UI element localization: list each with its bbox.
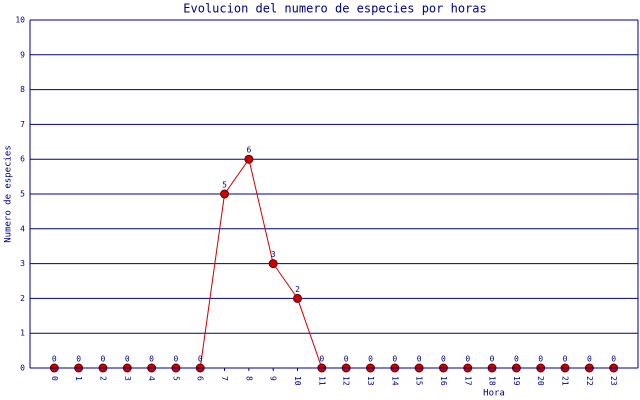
x-tick-label: 9	[269, 376, 278, 381]
data-label: 0	[174, 355, 179, 364]
x-tick-label: 0	[50, 376, 59, 381]
x-tick-label: 18	[488, 376, 497, 386]
data-label: 0	[392, 355, 397, 364]
point	[220, 189, 230, 199]
point	[293, 293, 303, 303]
y-tick-label: 1	[20, 329, 25, 338]
x-tick-label: 23	[609, 376, 618, 386]
data-label: 0	[149, 355, 154, 364]
data-label: 0	[514, 355, 519, 364]
x-tick-label: 10	[293, 376, 302, 386]
y-tick-label: 6	[20, 155, 25, 164]
data-label: 0	[490, 355, 495, 364]
x-axis-label: Hora	[483, 389, 505, 399]
y-tick-label: 0	[20, 364, 25, 373]
x-tick-label: 22	[585, 376, 594, 386]
data-label: 0	[52, 355, 57, 364]
data-label: 0	[417, 355, 422, 364]
data-label: 0	[538, 355, 543, 364]
point	[244, 154, 254, 164]
y-tick-label: 8	[20, 85, 25, 94]
data-label: 0	[563, 355, 568, 364]
data-label: 0	[101, 355, 106, 364]
data-label: 0	[125, 355, 130, 364]
x-tick-label: 19	[512, 376, 521, 386]
data-label: 0	[368, 355, 373, 364]
data-label: 0	[319, 355, 324, 364]
x-tick-label: 20	[536, 376, 545, 386]
x-tick-label: 8	[244, 376, 253, 381]
y-tick-label: 2	[20, 294, 25, 303]
x-tick-label: 4	[147, 376, 156, 381]
x-tick-label: 17	[463, 376, 472, 386]
x-tick-label: 15	[415, 376, 424, 386]
y-tick-label: 9	[20, 50, 25, 59]
data-label: 0	[76, 355, 81, 364]
y-tick-label: 3	[20, 259, 25, 268]
x-tick-label: 21	[561, 376, 570, 386]
y-axis-label: Numero de especies	[4, 145, 14, 243]
x-tick-label: 14	[390, 376, 399, 386]
x-tick-label: 1	[74, 376, 83, 381]
x-tick-label: 3	[123, 376, 132, 381]
x-tick-label: 5	[171, 376, 180, 381]
y-tick-label: 7	[20, 120, 25, 129]
data-label: 0	[441, 355, 446, 364]
data-label: 3	[271, 250, 276, 259]
data-label: 0	[611, 355, 616, 364]
y-tick-label: 5	[20, 190, 25, 199]
data-label: 6	[246, 146, 251, 155]
point	[268, 259, 278, 269]
chart-title: Evolucion del numero de especies por hor…	[183, 2, 486, 16]
data-label: 5	[222, 181, 227, 190]
y-tick-label: 10	[15, 16, 25, 25]
data-label: 0	[587, 355, 592, 364]
data-label: 0	[198, 355, 203, 364]
x-tick-label: 2	[98, 376, 107, 381]
x-tick-label: 16	[439, 376, 448, 386]
x-tick-label: 6	[196, 376, 205, 381]
data-label: 0	[465, 355, 470, 364]
x-tick-label: 7	[220, 376, 229, 381]
data-label: 0	[344, 355, 349, 364]
x-tick-label: 11	[317, 376, 326, 386]
data-label: 2	[295, 285, 300, 294]
x-tick-label: 13	[366, 376, 375, 386]
x-tick-label: 12	[342, 376, 351, 386]
y-tick-label: 4	[20, 224, 25, 233]
